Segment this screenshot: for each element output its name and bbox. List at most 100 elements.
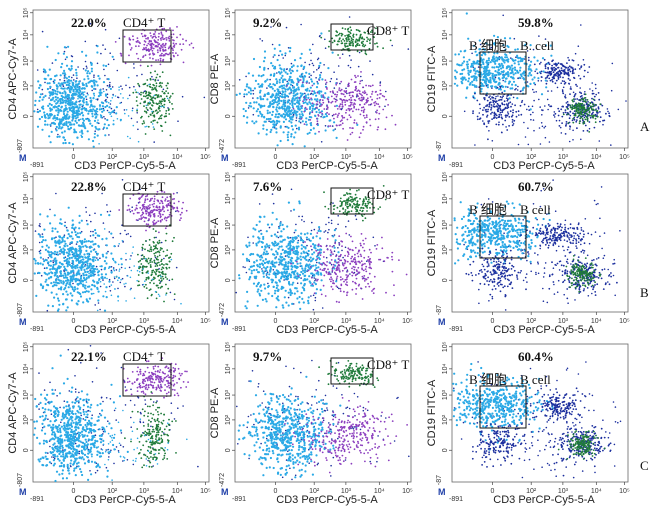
event-dot	[69, 241, 72, 244]
event-dot	[360, 75, 362, 78]
event-dot	[538, 63, 541, 65]
event-dot	[465, 12, 468, 15]
event-dot	[136, 279, 138, 282]
event-dot	[49, 123, 52, 126]
event-dot	[114, 41, 117, 43]
event-dot	[63, 224, 66, 227]
event-dot	[35, 294, 38, 297]
event-dot	[543, 58, 546, 61]
event-dot	[293, 99, 296, 102]
event-dot	[480, 87, 483, 90]
event-dot	[331, 41, 334, 44]
event-dot	[166, 263, 169, 266]
event-dot	[554, 82, 557, 85]
event-dot	[148, 101, 151, 104]
event-dot	[132, 35, 134, 38]
event-dot	[574, 103, 577, 106]
event-dots	[235, 16, 410, 148]
event-dot	[159, 63, 162, 66]
event-dot	[142, 283, 145, 286]
event-dot	[285, 107, 288, 110]
event-dot	[281, 53, 284, 56]
event-dot	[118, 37, 121, 40]
event-dot	[310, 97, 312, 100]
event-dot	[584, 91, 586, 93]
event-dot	[533, 63, 536, 66]
event-dot	[514, 72, 517, 75]
event-dot	[289, 46, 292, 50]
event-dot	[492, 99, 494, 102]
event-dot	[58, 239, 61, 242]
event-dot	[549, 105, 552, 108]
event-dot	[528, 109, 531, 111]
event-dot	[49, 276, 52, 279]
event-dot	[507, 73, 510, 76]
event-dot	[357, 75, 359, 77]
event-dot	[94, 88, 97, 90]
event-dot	[68, 141, 71, 145]
event-dot	[100, 116, 103, 119]
event-dot	[75, 243, 78, 245]
event-dot	[147, 214, 150, 217]
event-dot	[320, 36, 323, 39]
event-dot	[137, 45, 140, 47]
event-dot	[167, 47, 170, 50]
event-dot	[90, 250, 93, 253]
event-dot	[368, 39, 371, 42]
event-dot	[308, 63, 311, 66]
event-dot	[102, 128, 104, 130]
event-dot	[591, 82, 593, 84]
event-dot	[290, 210, 292, 212]
event-dot	[76, 266, 79, 269]
event-dot	[269, 78, 271, 81]
event-dot	[93, 94, 96, 97]
event-dot	[311, 90, 314, 92]
event-dot	[131, 109, 134, 112]
event-dot	[340, 40, 343, 42]
event-dot	[374, 42, 376, 45]
event-dot	[293, 231, 296, 234]
event-dot	[164, 49, 167, 51]
event-dot	[545, 82, 548, 85]
event-dot	[493, 34, 496, 37]
event-dot	[74, 119, 77, 123]
event-dot	[385, 116, 388, 119]
event-dot	[157, 293, 160, 296]
event-dot	[271, 110, 274, 113]
event-dot	[55, 129, 58, 132]
event-dot	[157, 215, 160, 217]
event-dot	[57, 133, 59, 136]
event-dot	[150, 294, 153, 297]
event-dot	[566, 107, 569, 110]
event-dot	[538, 98, 540, 101]
event-dot	[328, 40, 331, 43]
event-dot	[129, 258, 131, 260]
event-dot	[267, 117, 270, 121]
event-dot	[282, 131, 285, 134]
event-dot	[275, 78, 278, 81]
event-dot	[87, 240, 90, 243]
event-dot	[592, 116, 594, 119]
y-tick-label: 0	[23, 278, 30, 282]
event-dot	[132, 212, 135, 215]
event-dot	[296, 83, 299, 86]
event-dot	[89, 22, 92, 25]
event-dot	[64, 274, 67, 277]
event-dot	[65, 64, 69, 67]
event-dot	[165, 39, 168, 41]
event-dot	[64, 117, 67, 120]
event-dot	[361, 79, 363, 82]
event-dot	[102, 81, 106, 84]
event-dot	[88, 214, 91, 216]
event-dot	[296, 96, 299, 99]
event-dot	[142, 56, 144, 58]
event-dot	[74, 257, 77, 260]
event-dot	[75, 302, 78, 305]
event-dot	[346, 139, 349, 141]
event-dot	[596, 112, 598, 114]
event-dot	[114, 95, 117, 97]
event-dot	[51, 272, 54, 275]
event-dot	[64, 58, 67, 61]
event-dot	[322, 101, 325, 104]
event-dot	[162, 213, 164, 216]
